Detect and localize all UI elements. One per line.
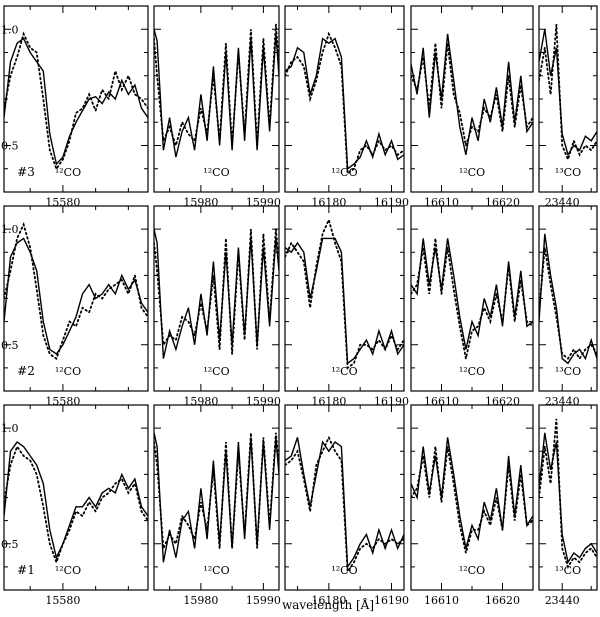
band-label: ¹³CO [555,564,581,577]
panel-frame [410,205,534,392]
model-spectrum-line [154,432,279,563]
band-label: ¹²CO [331,365,357,378]
observed-spectrum-line [4,444,148,565]
observed-spectrum-line [539,24,597,163]
x-tick-label: 16620 [485,594,520,607]
model-spectrum-line [411,33,533,155]
y-tick-label: 0.5 [1,339,19,352]
model-spectrum-line [285,237,404,365]
band-label: ¹²CO [459,365,485,378]
model-spectrum-line [539,233,597,365]
y-tick-label: 1.0 [1,23,19,36]
y-tick-label: 1.0 [1,422,19,435]
band-label: ¹³CO [555,365,581,378]
model-spectrum-line [539,29,597,157]
model-spectrum-line [539,432,597,565]
y-tick-label: 0.5 [1,538,19,551]
band-label: ¹²CO [331,564,357,577]
observed-spectrum-line [154,432,279,549]
x-tick-label: 15980 [183,594,218,607]
x-axis-label: wavelength [Å] [282,597,374,612]
observed-spectrum-line [411,43,533,146]
band-label: ¹²CO [55,166,81,179]
band-label: ¹²CO [459,166,485,179]
x-tick-label: 16190 [374,594,409,607]
model-spectrum-line [4,237,148,355]
panel-frame [284,5,405,193]
observed-spectrum-line [285,31,404,176]
y-tick-label: 0.5 [1,140,19,153]
observed-spectrum-line [285,217,404,370]
band-label: ¹³CO [555,166,581,179]
observed-spectrum-line [154,229,279,355]
observed-spectrum-line [285,435,404,575]
band-label: ¹²CO [203,365,229,378]
panel-r2-c3: 16610 16620 ¹²CO [410,404,534,607]
y-tick-label: 1.0 [1,223,19,236]
band-label: ¹²CO [203,564,229,577]
x-tick-label: 15580 [45,594,80,607]
observed-spectrum-line [411,446,533,554]
panel-frame [538,5,598,193]
row-label: #3 [17,165,35,179]
model-spectrum-line [154,29,279,158]
model-spectrum-line [4,37,148,166]
observed-spectrum-line [411,238,533,359]
model-spectrum-line [4,441,148,560]
row-label: #1 [17,563,35,577]
band-label: ¹²CO [331,166,357,179]
panel-r2-c2: 16180 16190 ¹²CO [284,404,409,607]
observed-spectrum-line [4,221,148,361]
x-tick-label: 16610 [424,594,459,607]
band-label: ¹²CO [55,564,81,577]
observed-spectrum-line [539,418,597,570]
x-tick-label: 16180 [311,594,346,607]
band-label: ¹²CO [203,166,229,179]
x-tick-label: 23440 [545,594,580,607]
x-tick-label: 15990 [246,594,281,607]
observed-spectrum-line [4,31,148,171]
band-label: ¹²CO [459,564,485,577]
panel-r2-c1: 15980 15990 ¹²CO [153,404,281,607]
panel-r2-c0: 15580 ¹²CO #1 [3,404,149,607]
band-label: ¹²CO [55,365,81,378]
row-label: #2 [17,364,35,378]
observed-spectrum-line [154,24,279,149]
panel-r2-c4: 23440 ¹³CO [538,404,598,607]
observed-spectrum-line [539,247,597,361]
